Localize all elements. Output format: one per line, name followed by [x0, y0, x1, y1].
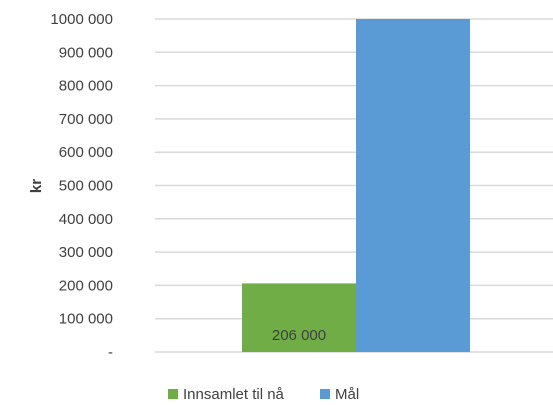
y-tick-label: - [108, 344, 113, 361]
y-tick-label: 500 000 [59, 178, 113, 195]
y-tick-label: 400 000 [59, 211, 113, 228]
y-tick-label: 900 000 [59, 44, 113, 61]
y-axis-ticks: - 100 000 200 000 300 000 400 000 500 000 600 … [50, 11, 113, 361]
y-tick-label: 300 000 [59, 244, 113, 261]
gridlines [155, 18, 553, 353]
legend-label: Mål [335, 386, 359, 403]
y-tick-label: 100 000 [59, 311, 113, 328]
data-label: 206 000 [272, 327, 326, 344]
y-tick-label: 700 000 [59, 111, 113, 128]
bars [242, 19, 470, 352]
legend: Innsamlet til nå Mål [168, 386, 359, 403]
bar-collected [242, 283, 356, 352]
legend-swatch [320, 389, 330, 399]
data-labels: 206 000 [272, 327, 326, 344]
y-tick-label: 600 000 [59, 144, 113, 161]
y-tick-label: 800 000 [59, 78, 113, 95]
y-tick-label: 1000 000 [50, 11, 113, 28]
y-axis-title: kr [28, 179, 45, 193]
legend-label: Innsamlet til nå [183, 386, 285, 403]
bar-goal [356, 19, 470, 352]
legend-swatch [168, 389, 178, 399]
y-tick-label: 200 000 [59, 277, 113, 294]
